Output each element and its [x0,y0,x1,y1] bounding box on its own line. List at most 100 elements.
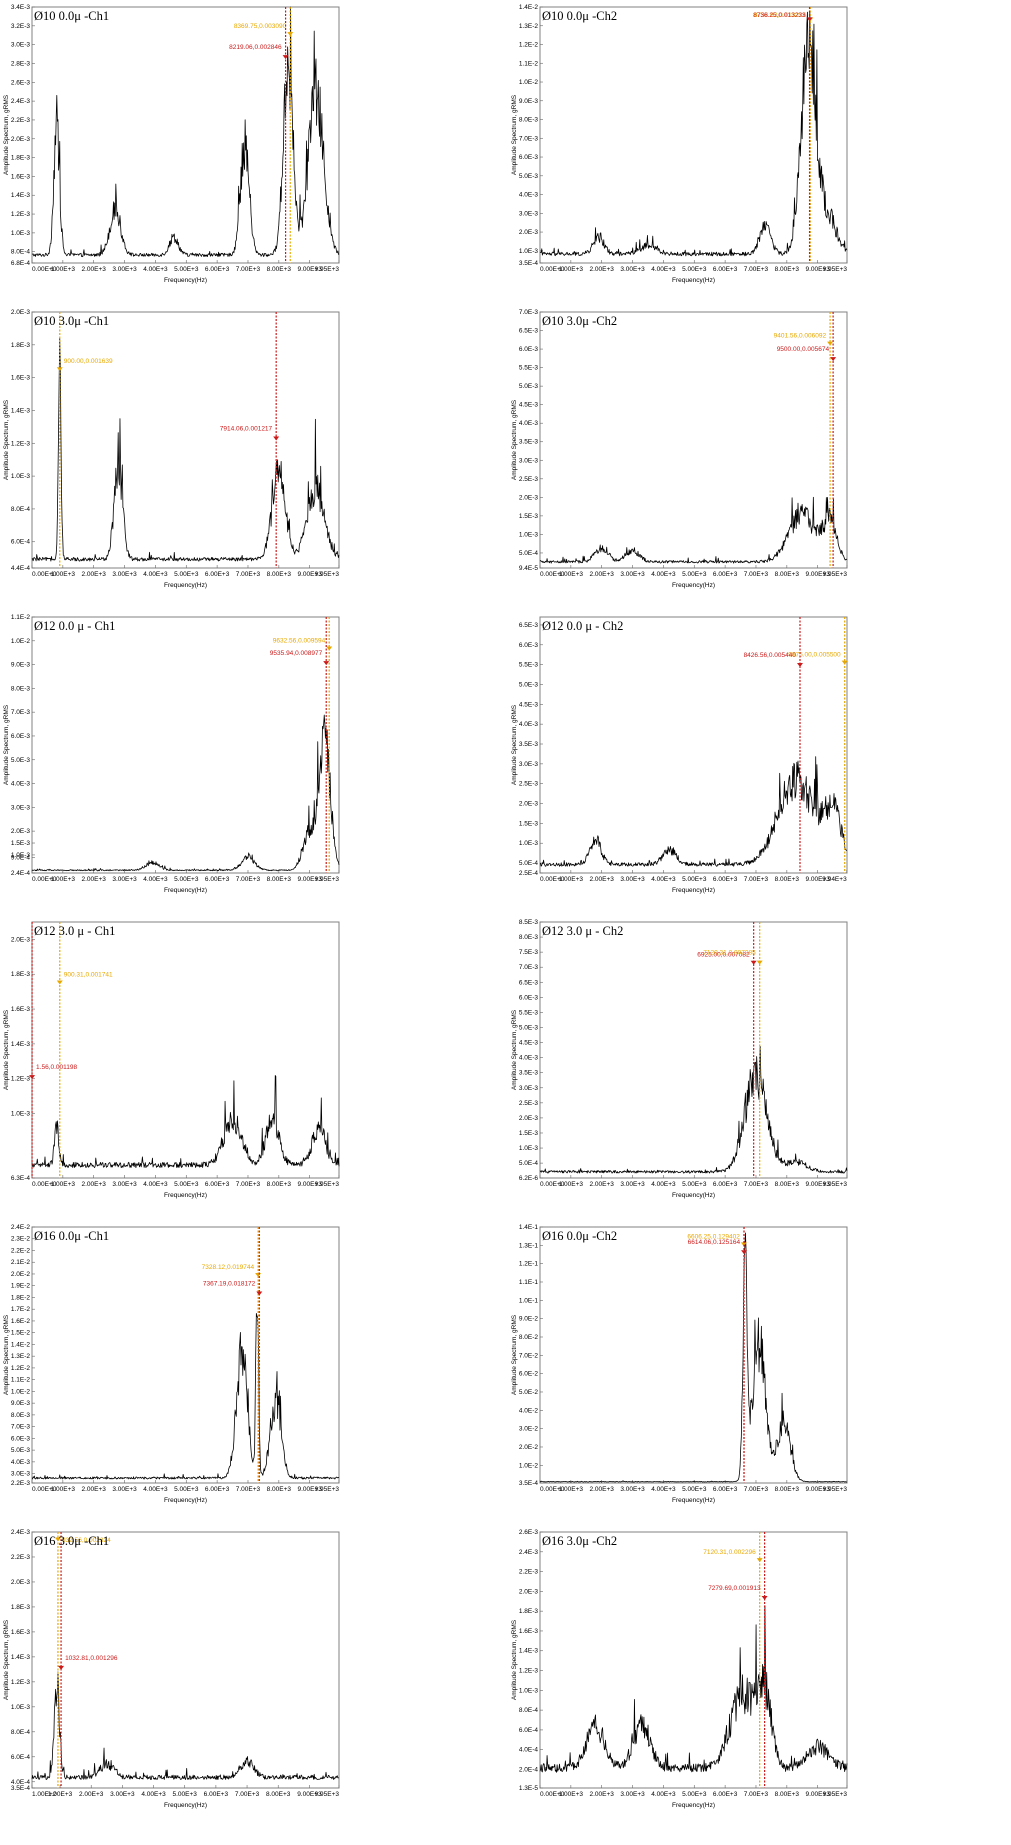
cursor-marker[interactable] [830,357,837,362]
cursor-readout: 9632.56,0.009594 [273,637,326,644]
y-tick-label: 9.0E-2 [519,1316,539,1323]
x-tick-label: 2.00E+3 [590,571,615,578]
y-tick-label: 8.0E-4 [519,1707,539,1714]
x-tick-label: 9.95E+3 [823,1486,848,1493]
x-tick-label: 2.00E+3 [590,876,615,883]
y-tick-label: 1.4E-3 [11,1654,31,1661]
y-tick-label: 1.2E-3 [11,440,31,447]
cursor-readout: 8736.25,0.013233 [753,12,806,19]
cursor-marker[interactable] [841,660,848,665]
chart-title: Ø10 0.0μ -Ch1 [34,9,109,23]
x-tick-label: 8.00E+3 [267,1181,292,1188]
y-tick-label: 1.2E-2 [519,42,539,49]
x-tick-label: 6.00E+3 [205,571,230,578]
cursor-readout: 900.31,0.001741 [64,972,113,979]
y-tick-label: 1.5E-3 [11,840,31,847]
spectrum-chart: 6.8E-4 8.0E-4 1.0E-3 1.2E-3 1.4E-3 1.6E-3 1.8E… [3,4,340,284]
x-tick-label: 5.00E+3 [174,876,199,883]
x-tick-label: 7.00E+3 [236,876,261,883]
cursor-marker[interactable] [256,1291,263,1296]
y-tick-label: 4.5E-3 [519,402,539,409]
cursor-readout: 6614.06,0.125164 [688,1239,741,1246]
spectrum-trace [31,714,340,872]
x-tick-label: 0.00E+0 [540,1486,565,1493]
x-tick-label: 9.95E+3 [315,571,340,578]
x-tick-label: 7.00E+3 [236,571,261,578]
cursor-marker[interactable] [29,1075,36,1080]
cursor-readout: 9500.00,0.005674 [777,346,830,353]
x-tick-label: 3.00E+3 [620,571,645,578]
x-tick-label: 7.00E+3 [744,571,769,578]
y-tick-label: 6.0E-4 [11,1754,31,1761]
x-tick-label: 8.00E+3 [267,266,292,273]
x-tick-label: 0.00E+0 [32,266,57,273]
chart-title: Ø12 3.0 μ - Ch2 [542,924,623,938]
cursor-marker[interactable] [323,661,330,666]
y-axis-label: Amplitude Spectrum, gRMS [511,399,518,480]
y-tick-label: 5.5E-3 [519,662,539,669]
cursor-readout: 6606.25,0.129402 [687,1233,740,1240]
plot-area [31,1531,340,1789]
y-tick-label: 7.0E-3 [519,309,539,316]
cursor-readout: 7914.06,0.001217 [220,425,273,432]
x-tick-label: 3.00E+3 [112,266,137,273]
x-tick-label: 6.00E+3 [205,1486,230,1493]
spectrum-chart-panel: 2.2E-3 3.0E-3 4.0E-3 5.0E-3 6.0E-3 7.0E-3 8.0E… [2,1224,342,1507]
cursor-marker[interactable] [287,32,294,37]
y-tick-label: 1.3E-2 [519,23,539,30]
y-tick-label: 3.0E-3 [519,457,539,464]
cursor-marker[interactable] [282,55,289,60]
y-tick-label: 5.5E-3 [519,365,539,372]
cursor-marker[interactable] [326,646,333,651]
y-tick-label: 5.0E-3 [11,757,31,764]
cursor-marker[interactable] [56,980,63,985]
spectrum-trace [539,1605,848,1773]
cursor-marker[interactable] [740,1242,747,1247]
x-tick-label: 3.00E+3 [110,1791,135,1798]
y-tick-label: 1.4E-2 [519,4,539,11]
x-tick-label: 8.00E+3 [775,1181,800,1188]
x-tick-label: 4.00E+3 [651,571,676,578]
x-tick-label: 2.00E+3 [590,1791,615,1798]
x-tick-label: 4.00E+3 [143,876,168,883]
cursor-marker[interactable] [58,1665,65,1670]
y-tick-label: 4.0E-3 [519,420,539,427]
y-tick-label: 9.0E-3 [11,662,31,669]
y-tick-label: 1.6E-3 [519,1628,539,1635]
y-tick-label: 1.1E-1 [519,1279,539,1286]
y-tick-label: 1.0E-3 [519,1687,539,1694]
y-tick-label: 1.1E-2 [519,60,539,67]
y-tick-label: 6.0E-3 [519,642,539,649]
x-tick-label: 5.00E+3 [682,876,707,883]
y-axis-label: Amplitude Spectrum, gRMS [3,94,10,175]
cursor-marker[interactable] [273,436,280,441]
chart-title: Ø16 0.0μ -Ch2 [542,1229,617,1243]
cursor-marker[interactable] [54,1537,61,1542]
x-tick-label: 0.00E+0 [32,1486,57,1493]
y-tick-label: 1.0E-3 [519,248,539,255]
x-tick-label: 2.00E+3 [82,1486,107,1493]
y-tick-label: 2.3E-2 [11,1236,31,1243]
x-tick-label: 9.95E+3 [315,1791,340,1798]
y-tick-label: 1.0E-3 [519,1145,539,1152]
x-tick-label: 4.00E+3 [651,1791,676,1798]
cursor-marker[interactable] [756,1558,763,1563]
cursor-marker[interactable] [796,663,803,668]
x-axis-label: Frequency(Hz) [672,277,715,284]
cursor-marker[interactable] [56,367,63,372]
x-tick-label: 4.00E+3 [141,1791,166,1798]
cursor-marker[interactable] [741,1250,748,1255]
x-tick-label: 7.00E+3 [744,1181,769,1188]
cursor-marker[interactable] [756,960,763,965]
y-tick-label: 1.3E-1 [519,1242,539,1249]
spectrum-chart-panel: 9.4E-5 5.0E-4 1.0E-3 1.5E-3 2.0E-3 2.5E-3 3.0E… [510,309,850,592]
y-tick-label: 2.2E-3 [11,1480,31,1487]
x-tick-label: 0.00E+0 [32,876,57,883]
cursor-marker[interactable] [750,960,757,965]
cursor-marker[interactable] [806,17,813,22]
cursor-marker[interactable] [761,1595,768,1600]
cursor-marker[interactable] [827,341,834,346]
y-tick-label: 3.0E-3 [519,761,539,768]
x-axis-label: Frequency(Hz) [672,1192,715,1199]
x-tick-label: 1.00E+3 [559,571,584,578]
